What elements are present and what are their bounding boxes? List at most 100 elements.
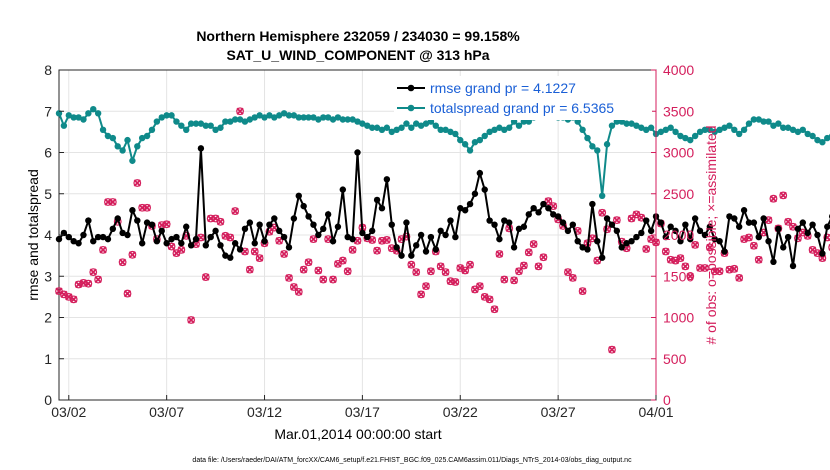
obs-possible-marker <box>823 233 830 242</box>
totalspread-point <box>153 118 161 125</box>
obs-possible-marker <box>289 283 298 291</box>
x-tick-label: 03/27 <box>541 404 576 420</box>
rmse-point <box>138 240 146 247</box>
rmse-point <box>271 215 278 222</box>
totalspread-point <box>266 112 273 119</box>
totalspread-point <box>124 136 131 144</box>
rmse-point <box>706 223 714 230</box>
rmse-point <box>677 237 684 245</box>
obs-possible-marker <box>348 245 357 254</box>
data-file-footer: data file: /Users/raeder/DAI/ATM_forcXX/… <box>192 457 632 464</box>
rmse-point <box>158 227 165 235</box>
obs-possible-marker <box>280 250 288 258</box>
obs-assimilated-marker <box>285 274 293 282</box>
rmse-point <box>90 237 97 245</box>
totalspread-point <box>217 124 224 131</box>
rmse-point <box>603 215 611 222</box>
totalspread-point <box>789 126 797 134</box>
rmse-point <box>408 252 415 259</box>
totalspread-point <box>750 116 758 123</box>
obs-assimilated-marker <box>163 220 171 228</box>
totalspread-point <box>65 112 72 119</box>
rmse-point <box>280 233 288 241</box>
obs-assimilated-marker <box>500 275 508 284</box>
obs-assimilated-marker <box>407 261 415 269</box>
obs-assimilated-marker <box>417 290 425 299</box>
rmse-point <box>383 176 391 183</box>
totalspread-point <box>422 120 430 127</box>
obs-possible-marker <box>177 245 186 254</box>
obs-possible-marker <box>686 272 695 281</box>
obs-possible-marker <box>99 245 107 254</box>
obs-possible-marker <box>216 217 225 226</box>
obs-possible-marker <box>314 266 323 275</box>
rmse-point <box>750 219 758 226</box>
obs-possible-marker <box>701 264 709 272</box>
rmse-point <box>569 221 577 228</box>
obs-possible-marker <box>642 245 651 253</box>
totalspread-point <box>765 118 772 125</box>
obs-possible-marker <box>299 265 308 274</box>
obs-possible-marker <box>661 247 670 256</box>
totalspread-point <box>457 136 464 144</box>
totalspread-point <box>393 126 400 134</box>
x-tick-label: 04/01 <box>638 404 673 420</box>
totalspread-point <box>687 136 694 144</box>
obs-possible-marker <box>343 267 352 276</box>
rmse-point <box>315 231 322 239</box>
totalspread-point <box>491 126 498 134</box>
rmse-point <box>726 213 733 220</box>
obs-possible-marker <box>828 244 830 251</box>
totalspread-point <box>667 124 674 131</box>
rmse-point <box>520 223 528 230</box>
obs-assimilated-marker <box>314 266 322 275</box>
obs-possible-marker <box>681 262 690 271</box>
totalspread-point <box>780 124 787 131</box>
obs-possible-marker <box>769 194 778 203</box>
obs-assimilated-marker <box>662 247 670 256</box>
rmse-point <box>266 221 273 228</box>
rmse-point <box>457 204 464 212</box>
rmse-point <box>755 233 762 241</box>
obs-possible-marker <box>373 246 381 255</box>
rmse-point <box>354 149 361 156</box>
totalspread-point <box>598 192 606 200</box>
obs-assimilated-marker <box>441 268 450 276</box>
rmse-point <box>236 246 244 253</box>
rmse-point <box>163 240 170 247</box>
obs-possible-marker <box>427 267 435 276</box>
rmse-point <box>256 221 263 228</box>
totalspread-point <box>413 120 420 127</box>
obs-assimilated-marker <box>422 282 430 290</box>
totalspread-point <box>290 112 298 119</box>
legend-totalspread-label: totalspread grand pr = 6.5365 <box>430 100 614 116</box>
obs-possible-marker <box>285 274 293 282</box>
obs-assimilated-marker <box>578 287 587 295</box>
totalspread-point <box>726 122 733 129</box>
rmse-point <box>324 211 332 218</box>
rmse-point <box>789 262 797 270</box>
rmse-point <box>276 227 283 235</box>
rmse-point <box>579 244 586 251</box>
x-tick-label: 03/07 <box>149 404 184 420</box>
totalspread-point <box>775 120 782 127</box>
rmse-point <box>716 237 723 245</box>
rmse-point <box>613 227 621 235</box>
totalspread-point <box>388 128 395 136</box>
rmse-point <box>143 219 151 226</box>
x-axis-label: Mar.01,2014 00:00:00 start <box>274 426 441 442</box>
rmse-point <box>461 207 469 214</box>
axis-ticks: 0 1 2 3 4 5 6 7 8 0 500 1000 1500 2000 2500 3000 3500 400… <box>44 62 694 420</box>
obs-possible-marker <box>529 240 538 248</box>
totalspread-point <box>329 116 337 123</box>
rmse-point <box>731 215 738 222</box>
totalspread-point <box>799 126 807 134</box>
obs-possible-marker <box>715 267 724 276</box>
rmse-point <box>780 244 787 251</box>
rmse-point <box>442 231 449 239</box>
totalspread-point <box>295 114 302 121</box>
y-tick-label-right: 500 <box>663 351 687 367</box>
rmse-point <box>696 227 704 235</box>
rmse-point <box>344 233 351 241</box>
